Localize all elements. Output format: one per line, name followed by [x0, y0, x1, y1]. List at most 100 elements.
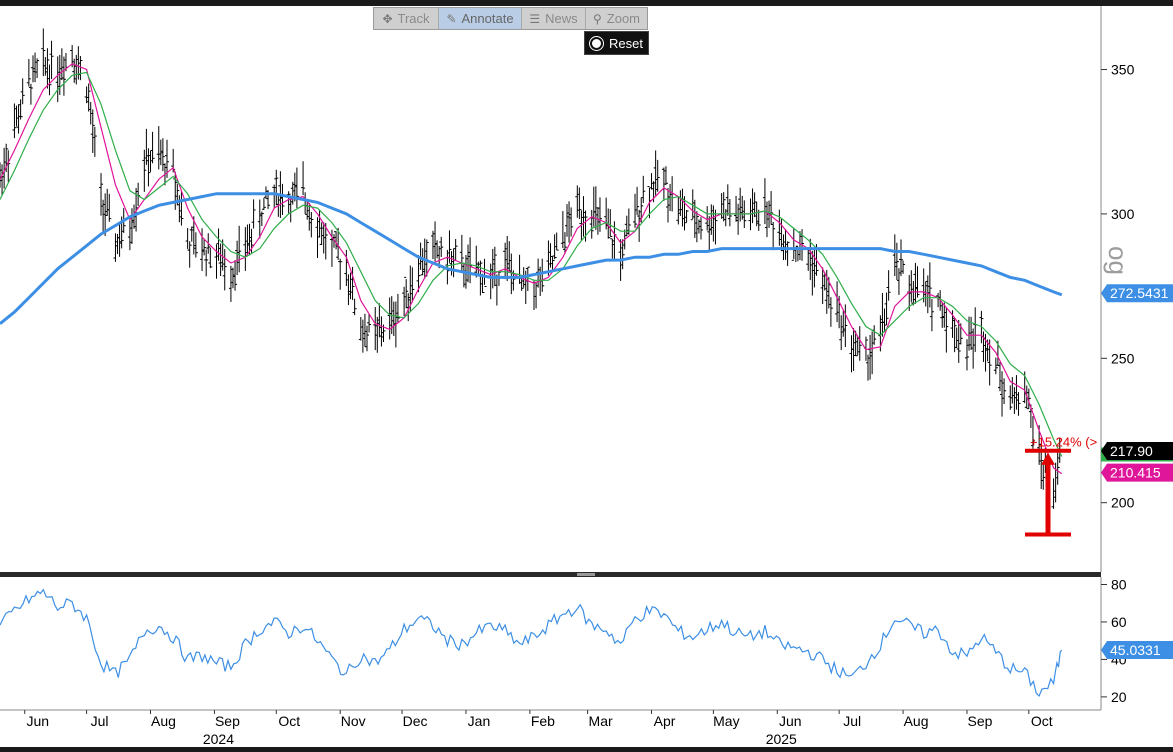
price-bar [564, 204, 569, 237]
price-tick-label: 350 [1111, 62, 1135, 78]
month-tick-label: Feb [531, 713, 555, 729]
price-bar [92, 126, 97, 157]
price-bar [364, 325, 369, 352]
price-bar [756, 209, 761, 231]
zoom-button[interactable]: ⚲ Zoom [586, 8, 647, 29]
price-bar [14, 105, 19, 127]
price-bar [713, 209, 718, 245]
price-bar [84, 86, 89, 104]
price-bar [468, 237, 473, 284]
price-value-label-2-text: 210.415 [1110, 465, 1161, 481]
price-bar [517, 254, 522, 284]
moving-average-line-ma_mid [0, 71, 1063, 457]
rsi-tick-label: 20 [1111, 689, 1127, 705]
price-bar [608, 209, 613, 237]
price-bar [597, 197, 602, 232]
price-bar [857, 326, 862, 361]
track-label: Track [397, 11, 430, 26]
price-bar [433, 221, 438, 262]
price-bar [259, 211, 264, 227]
news-button[interactable]: ☰ News [522, 8, 586, 29]
measure-annotation[interactable]: +15.24% (> [1025, 435, 1097, 537]
price-bar [843, 304, 848, 348]
radio-dot-icon [590, 36, 604, 50]
price-bar [892, 234, 897, 277]
price-bar [187, 241, 192, 268]
price-bar [453, 238, 458, 261]
price-bar [754, 201, 759, 227]
moving-averages-group [0, 63, 1063, 475]
reset-button[interactable]: Reset [584, 31, 649, 55]
price-bar [243, 227, 248, 271]
track-button[interactable]: ✥ Track [374, 8, 439, 29]
panel-divider-grip[interactable] [577, 573, 595, 576]
price-bar [235, 240, 240, 276]
price-bar [348, 272, 353, 300]
price-bar [952, 319, 957, 353]
price-bar [208, 247, 213, 269]
price-bar [993, 357, 998, 375]
price-bar [478, 260, 483, 296]
price-bar [445, 249, 450, 285]
price-bar [274, 169, 279, 206]
price-bar [228, 265, 233, 302]
price-bar [620, 239, 625, 270]
price-bar [740, 195, 745, 220]
rsi-line [0, 588, 1063, 698]
month-tick-label: Oct [278, 713, 300, 729]
price-bar [20, 78, 25, 105]
price-bar [810, 250, 815, 296]
price-bar [540, 258, 545, 292]
price-bar [387, 297, 392, 340]
price-bar [1012, 387, 1017, 414]
month-tick-label: Aug [151, 713, 176, 729]
price-bar [251, 199, 256, 229]
price-bar [911, 280, 916, 306]
price-bar [99, 173, 104, 216]
price-bar [461, 262, 466, 288]
price-bar [1008, 385, 1013, 410]
price-bar [488, 263, 493, 300]
price-bar [909, 270, 914, 303]
price-value-label-1-bg [1101, 442, 1173, 461]
price-bar [26, 59, 31, 87]
price-bar [309, 211, 314, 238]
price-bar [146, 148, 151, 187]
price-bar [323, 222, 328, 260]
price-bar [839, 315, 844, 351]
price-bar [47, 64, 52, 96]
price-bar [362, 313, 367, 348]
price-value-label-0-text: 272.5431 [1110, 285, 1169, 301]
price-bar [505, 235, 510, 282]
price-bar [560, 211, 565, 249]
price-bar [954, 327, 959, 349]
price-bar [286, 191, 291, 215]
month-tick-label: Jun [26, 713, 49, 729]
month-tick-label: Jan [468, 713, 491, 729]
price-bar [872, 325, 877, 345]
crosshair-icon: ✥ [382, 11, 393, 26]
x-ticks-group: Jun Jul Aug Sep Oct Nov Dec Jan Feb Mar Apr May Jun J… [24, 710, 1053, 747]
price-bar [898, 239, 903, 277]
price-tick-label: 200 [1111, 495, 1135, 511]
price-bar [492, 246, 497, 287]
price-bar [1041, 462, 1046, 490]
rsi-value-label-text: 45.0331 [1110, 642, 1161, 658]
annotate-button[interactable]: ✎ Annotate [439, 8, 522, 29]
price-bar [853, 330, 858, 357]
price-bar [808, 238, 813, 281]
panel-divider[interactable] [0, 572, 1101, 577]
annotation-percent-text: +15.24% (> [1030, 435, 1097, 450]
price-bar [142, 149, 147, 192]
price-bar [550, 255, 555, 272]
price-bar [115, 233, 120, 255]
price-bar [734, 195, 739, 222]
price-bar [828, 297, 833, 327]
price-bar [90, 109, 95, 153]
price-bar [680, 188, 685, 227]
price-bar [49, 40, 54, 80]
price-bar [30, 55, 35, 83]
month-tick-label: May [713, 713, 739, 729]
price-bar [532, 279, 536, 311]
